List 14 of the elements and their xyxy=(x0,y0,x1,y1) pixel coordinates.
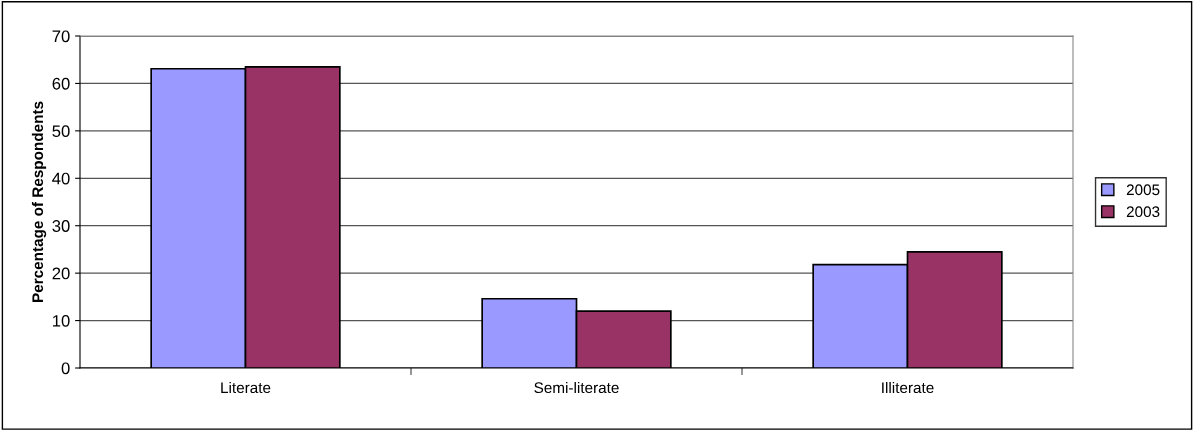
y-tick-label: 70 xyxy=(52,30,70,43)
x-tick-label: Semi-literate xyxy=(534,381,619,394)
y-tick-label: 10 xyxy=(53,314,70,327)
y-tick-label: 30 xyxy=(52,220,70,232)
y-axis-title: Percentage of Respondents xyxy=(31,101,47,302)
legend-label: 2005 xyxy=(1126,184,1160,196)
x-tick-label: Literate xyxy=(221,381,271,394)
x-tick-label: Illiterate xyxy=(882,381,934,394)
y-tick-label: 0 xyxy=(61,362,70,375)
y-tick-label: 20 xyxy=(52,267,70,280)
y-tick-label: 40 xyxy=(52,172,70,185)
y-tick-label: 50 xyxy=(52,125,70,138)
legend-label: 2003 xyxy=(1126,206,1160,218)
y-tick-label: 60 xyxy=(52,77,70,90)
